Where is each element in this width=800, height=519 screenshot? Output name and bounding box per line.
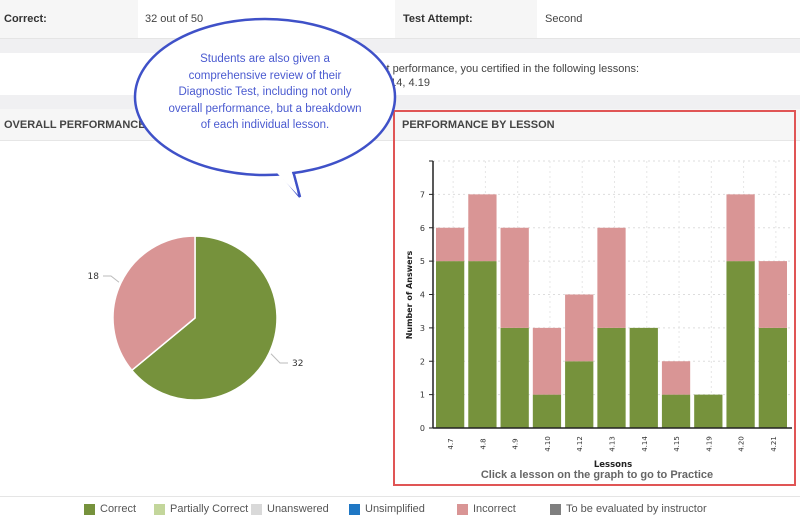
bar-correct-4.7[interactable] <box>436 261 465 428</box>
x-tick-label: 4.8 <box>479 438 487 449</box>
correct-value: 32 out of 50 <box>145 13 204 25</box>
certification-line: st performance, you certified in the fol… <box>381 63 640 75</box>
pie-label-line <box>103 275 120 283</box>
x-tick-label: 4.7 <box>447 438 455 449</box>
bar-incorrect-4.15[interactable] <box>661 361 691 395</box>
performance-by-lesson-header: PERFORMANCE BY LESSON <box>394 109 800 141</box>
legend-label: Unanswered <box>267 503 329 515</box>
legend-item: Unanswered <box>251 503 329 515</box>
x-tick-label: 4.14 <box>641 436 649 452</box>
legend-label: Correct <box>100 503 137 515</box>
legend-swatch <box>84 503 95 515</box>
legend-item: Incorrect <box>457 503 516 515</box>
bar-correct-4.13[interactable] <box>597 327 626 428</box>
legend-label: To be evaluated by instructor <box>566 503 707 515</box>
bar-incorrect-4.8[interactable] <box>468 194 497 262</box>
bar-incorrect-4.21[interactable] <box>758 261 787 328</box>
attempt-value: Second <box>545 13 583 25</box>
bar-incorrect-4.10[interactable] <box>532 327 562 395</box>
lesson-bar-chart: 4.7 4.8 4.9 4.10 4.12 4.13 4.14 4.15 4.19 4.20 4.2… <box>405 160 792 470</box>
attempt-label: Test Attempt: <box>395 0 537 38</box>
y-tick-label: 0 <box>420 424 425 433</box>
pie-slice-incorrect <box>112 235 196 372</box>
pie-label-line <box>270 353 288 364</box>
bar-correct-4.19[interactable] <box>694 394 723 428</box>
legend-label: Partially Correct <box>170 503 249 515</box>
bar-correct-4.12[interactable] <box>565 361 594 428</box>
y-axis-label: Number of Answers <box>405 250 414 339</box>
legend: Correct Partially Correct Unanswered Unsimp… <box>0 496 800 519</box>
y-tick-label: 1 <box>420 391 425 400</box>
y-tick-label: 7 <box>420 190 425 199</box>
y-tick-label: 5 <box>420 257 425 266</box>
overall-pie-chart: 32 18 <box>88 235 303 401</box>
pie-data-label: 18 <box>88 272 100 282</box>
bar-correct-4.21[interactable] <box>758 327 787 428</box>
callout-line: overall performance, but a breakdown <box>168 102 362 115</box>
legend-swatch <box>457 503 468 515</box>
pie-data-label: 32 <box>292 359 303 369</box>
bar-incorrect-4.13[interactable] <box>597 227 626 328</box>
y-tick-label: 6 <box>420 224 425 233</box>
legend-swatch <box>154 503 165 515</box>
chart-instruction: Click a lesson on the graph to go to Pra… <box>480 469 714 481</box>
y-tick-label: 4 <box>420 291 425 300</box>
bar-correct-4.8[interactable] <box>468 261 497 428</box>
callout-line: comprehensive review of their <box>188 69 342 82</box>
bar-correct-4.15[interactable] <box>661 394 691 428</box>
bar-correct-4.14[interactable] <box>629 327 658 428</box>
callout-bubble <box>133 17 397 198</box>
callout-line: Students are also given a <box>200 53 330 65</box>
x-tick-label: 4.10 <box>544 436 552 452</box>
x-tick-label: 4.19 <box>705 436 713 452</box>
legend-label: Unsimplified <box>365 503 425 515</box>
x-tick-label: 4.20 <box>738 436 746 452</box>
x-tick-label: 4.12 <box>576 436 584 452</box>
callout-line: of each individual lesson. <box>200 119 330 131</box>
legend-item: Correct <box>84 503 136 515</box>
bar-incorrect-4.9[interactable] <box>500 227 529 328</box>
certified-lessons: 4.14, 4.19 <box>381 77 430 89</box>
bar-incorrect-4.12[interactable] <box>565 294 594 362</box>
y-tick-label: 3 <box>420 324 425 333</box>
x-axis-label: Lessons <box>594 460 632 470</box>
bar-incorrect-4.20[interactable] <box>726 194 755 262</box>
legend-swatch <box>251 503 262 515</box>
bar-incorrect-4.7[interactable] <box>436 227 465 262</box>
callout-text: Students are also given a comprehensive … <box>140 51 390 134</box>
legend-label: Incorrect <box>473 503 516 515</box>
x-tick-label: 4.21 <box>770 436 778 452</box>
x-tick-label: 4.9 <box>512 438 520 449</box>
legend-item: Partially Correct <box>154 503 248 515</box>
bar-correct-4.10[interactable] <box>532 394 562 428</box>
pie-slice-correct <box>130 235 278 401</box>
correct-label: Correct: <box>0 0 138 38</box>
x-tick-label: 4.13 <box>609 436 617 452</box>
bar-correct-4.9[interactable] <box>500 327 529 428</box>
callout-line: Diagnostic Test, including not only <box>178 86 352 98</box>
legend-item: To be evaluated by instructor <box>550 503 707 515</box>
y-tick-label: 2 <box>420 357 425 366</box>
legend-item: Unsimplified <box>349 503 425 515</box>
x-tick-label: 4.15 <box>673 436 681 452</box>
legend-swatch <box>349 503 360 515</box>
bar-correct-4.20[interactable] <box>726 261 755 428</box>
certification-text: st performance, you certified in the fol… <box>381 62 639 90</box>
legend-swatch <box>550 503 561 515</box>
summary-row: Correct: 32 out of 50 Test Attempt: Seco… <box>0 0 800 39</box>
